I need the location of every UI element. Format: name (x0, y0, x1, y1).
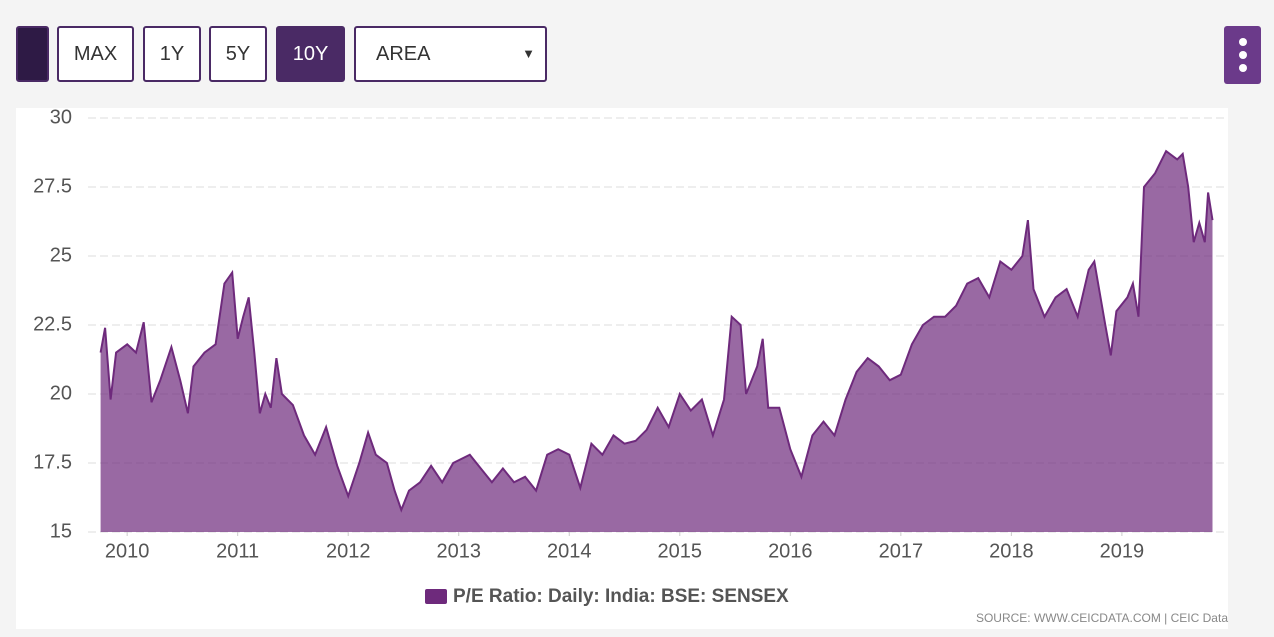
y-tick-label: 27.5 (33, 175, 72, 197)
caret: ▼ (522, 46, 535, 61)
x-tick-label: 2019 (1100, 540, 1145, 562)
line (99, 149, 1214, 513)
y-tick-label: 20 (50, 382, 72, 404)
x-tick-label: 2017 (879, 540, 924, 562)
x-tick-label: 2016 (768, 540, 813, 562)
range-button[interactable]: 5Y (209, 26, 267, 82)
y-tick-label: 25 (50, 244, 72, 266)
y-tick-label: 15 (50, 520, 72, 542)
x-tick-label: 2013 (436, 540, 481, 562)
y-tick-label: 30 (50, 106, 72, 128)
source: SOURCE: WWW.CEICDATA.COM | CEIC Data (976, 611, 1228, 625)
legend-swatch (425, 589, 447, 604)
range-button[interactable] (16, 26, 49, 82)
menu-dot (1239, 64, 1247, 72)
x-tick-label: 2012 (326, 540, 371, 562)
x-tick-label: 2015 (658, 540, 703, 562)
legend-label: P/E Ratio: Daily: India: BSE: SENSEX (453, 586, 789, 607)
select-text: AREA (376, 42, 431, 65)
chart-type-select[interactable]: AREA ▼ (354, 26, 547, 82)
x-tick-label: 2018 (989, 540, 1034, 562)
range-button[interactable]: MAX (57, 26, 134, 82)
y-tick-label: 22.5 (33, 313, 72, 335)
x-tick-label: 2011 (216, 540, 259, 562)
area (100, 151, 1213, 532)
x-tick-label: 2010 (105, 540, 150, 562)
menu-dot (1239, 51, 1247, 59)
range-button[interactable]: 10Y (276, 26, 345, 82)
menu-button[interactable] (1224, 26, 1261, 84)
x-tick-label: 2014 (547, 540, 592, 562)
menu-dot (1239, 38, 1247, 46)
range-button[interactable]: 1Y (143, 26, 201, 82)
y-tick-label: 17.5 (33, 451, 72, 473)
